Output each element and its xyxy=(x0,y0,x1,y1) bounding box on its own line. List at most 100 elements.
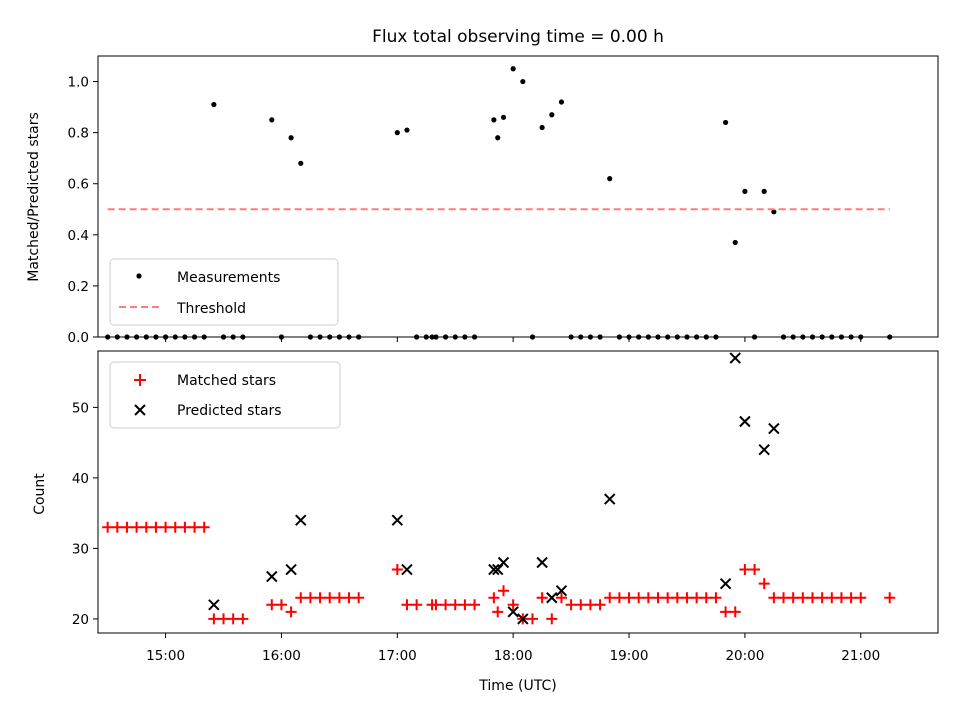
predicted-star-point xyxy=(758,443,770,456)
top-y-tick-label: 1.0 xyxy=(68,75,89,91)
matched-star-point xyxy=(275,599,287,611)
measurement-point xyxy=(510,66,516,72)
measurement-point xyxy=(722,119,729,126)
bottom-x-tick-label: 17:00 xyxy=(378,648,417,664)
matched-star-point xyxy=(526,613,538,625)
matched-star-point xyxy=(555,592,567,604)
matched-star-point xyxy=(835,592,847,604)
matched-star-point xyxy=(218,613,230,625)
measurement-point xyxy=(529,334,536,340)
measurement-point xyxy=(684,334,690,340)
legend-threshold-label: Threshold xyxy=(176,301,246,317)
measurement-point xyxy=(607,176,613,182)
measurement-point xyxy=(191,334,198,340)
matched-star-point xyxy=(797,592,809,604)
measurement-point xyxy=(780,334,787,340)
measurement-point xyxy=(665,334,671,340)
measurement-point xyxy=(790,334,796,340)
measurement-point xyxy=(307,334,314,340)
x-axis-label: Time (UTC) xyxy=(478,678,556,694)
matched-star-point xyxy=(353,592,365,604)
measurement-point xyxy=(429,334,435,340)
measurement-point xyxy=(162,334,169,340)
measurement-point xyxy=(105,334,111,340)
matched-star-point xyxy=(652,592,664,604)
matched-star-point xyxy=(816,592,828,604)
predicted-star-point xyxy=(295,514,307,526)
measurement-point xyxy=(558,99,565,105)
predicted-star-point xyxy=(208,599,220,611)
matched-star-point xyxy=(111,521,123,533)
matched-star-point xyxy=(498,585,510,597)
matched-star-point xyxy=(295,592,307,604)
measurement-point xyxy=(703,334,709,340)
bottom-y-tick-label: 50 xyxy=(72,400,89,416)
matched-star-point xyxy=(266,599,278,611)
matched-star-point xyxy=(681,592,693,604)
measurement-point xyxy=(858,334,864,340)
measurement-point xyxy=(201,334,207,340)
bottom-legend: Matched stars Predicted stars xyxy=(109,361,341,429)
matched-star-point xyxy=(440,599,452,611)
matched-star-point xyxy=(710,592,722,604)
measurement-point xyxy=(317,334,323,340)
bottom-x-tick-label: 20:00 xyxy=(725,648,764,664)
measurement-point xyxy=(500,114,507,120)
matched-star-point xyxy=(565,599,577,611)
matched-star-point xyxy=(333,592,345,604)
top-legend-box xyxy=(109,258,339,326)
matched-star-point xyxy=(768,592,780,604)
matched-star-point xyxy=(633,592,645,604)
measurement-point xyxy=(495,135,501,141)
matched-star-point xyxy=(778,592,790,604)
measurement-point xyxy=(568,334,574,340)
predicted-star-point xyxy=(719,577,732,590)
measurement-point xyxy=(771,209,777,215)
bottom-y-tick-label: 20 xyxy=(72,612,89,628)
predicted-star-point xyxy=(507,606,519,618)
measurement-point xyxy=(182,334,188,340)
measurement-point xyxy=(327,334,333,340)
measurement-point xyxy=(172,334,178,340)
matched-star-point xyxy=(430,599,442,611)
measurement-point xyxy=(278,334,285,340)
measurement-point xyxy=(346,334,352,340)
matched-star-point xyxy=(806,592,818,604)
measurement-point xyxy=(143,334,149,340)
matched-star-point xyxy=(411,599,423,611)
measurement-point xyxy=(336,334,342,340)
measurement-point xyxy=(414,334,420,340)
measurement-point xyxy=(761,188,767,194)
measurement-point xyxy=(452,334,458,340)
matched-star-point xyxy=(787,592,799,604)
measurement-point xyxy=(298,160,304,166)
measurement-point xyxy=(732,239,738,246)
predicted-star-point xyxy=(517,613,529,625)
predicted-star-point xyxy=(546,592,558,604)
matched-star-point xyxy=(584,599,596,611)
measurement-point xyxy=(597,334,603,340)
bottom-x-tick-label: 16:00 xyxy=(262,648,301,664)
predicted-star-point xyxy=(739,415,751,428)
measurement-point xyxy=(153,334,159,340)
top-y-tick-label: 0.8 xyxy=(68,126,89,142)
measurement-point xyxy=(800,334,806,340)
measurement-point xyxy=(394,130,400,136)
legend-measurements-marker xyxy=(136,273,142,279)
measurement-point xyxy=(211,101,217,108)
legend-measurements-label: Measurements xyxy=(177,270,280,286)
matched-star-point xyxy=(739,564,751,576)
measurement-point xyxy=(751,334,758,340)
predicted-star-point xyxy=(604,493,616,505)
matched-star-point xyxy=(391,564,403,576)
bottom-y-tick-label: 40 xyxy=(72,471,89,487)
measurement-point xyxy=(288,135,294,141)
matched-star-point xyxy=(449,599,461,611)
bottom-y-tick-label: 30 xyxy=(72,541,89,557)
matched-star-point xyxy=(169,521,181,533)
matched-star-point xyxy=(546,613,558,625)
measurement-point xyxy=(230,334,236,340)
predicted-star-point xyxy=(266,570,278,583)
legend-predicted-label: Predicted stars xyxy=(177,403,282,419)
predicted-star-point xyxy=(488,563,500,576)
